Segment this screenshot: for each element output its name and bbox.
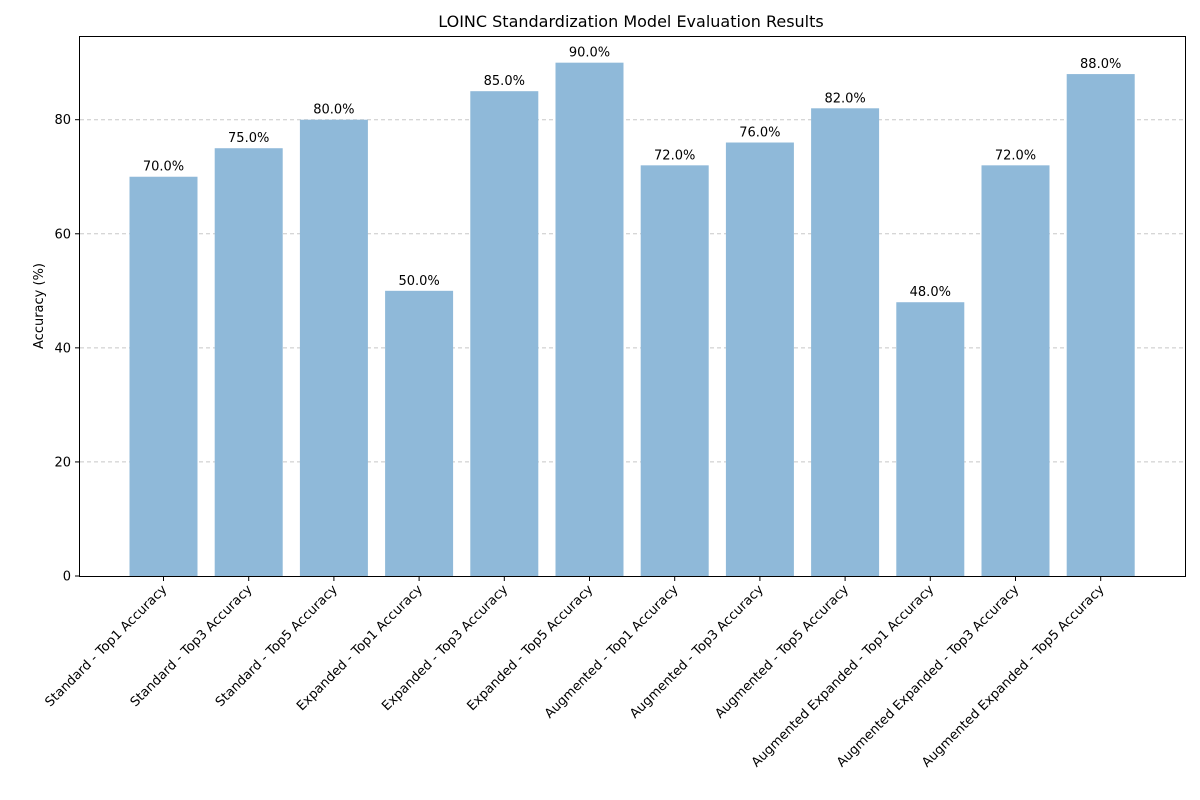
data-labels: 70.0% 75.0% 80.0% 50.0% 85.0% 90.0% 72.0% 76.0%… <box>143 46 1122 301</box>
x-tick-label: Augmented - Top1 Accuracy <box>542 582 682 722</box>
bar-value-label: 80.0% <box>313 103 354 118</box>
y-tick-label: 80 <box>54 113 71 128</box>
bar-value-label: 82.0% <box>824 91 865 106</box>
bar <box>725 142 794 576</box>
bar <box>555 62 624 576</box>
bar <box>1066 74 1135 577</box>
y-axis-label: Accuracy (%) <box>32 263 47 349</box>
bar <box>470 91 539 577</box>
bar-value-label: 70.0% <box>143 160 184 175</box>
y-axis-ticks: 0 20 40 60 80 <box>54 113 80 585</box>
chart-title: LOINC Standardization Model Evaluation R… <box>438 12 823 31</box>
bar <box>811 108 880 576</box>
bar <box>896 302 965 576</box>
bar-value-label: 48.0% <box>910 285 951 300</box>
y-tick-label: 0 <box>63 570 71 585</box>
bar <box>214 148 283 576</box>
bar-value-label: 85.0% <box>484 74 525 89</box>
y-tick-label: 60 <box>54 227 71 242</box>
bar <box>385 290 454 576</box>
x-tick-label: Augmented Expanded - Top5 Accuracy <box>919 582 1108 771</box>
y-tick-label: 40 <box>54 341 71 356</box>
bar-value-label: 72.0% <box>995 148 1036 163</box>
bar <box>640 165 709 577</box>
bar-value-label: 75.0% <box>228 131 269 146</box>
x-tick-label: Augmented - Top3 Accuracy <box>627 582 767 722</box>
plot-frame <box>79 36 1186 577</box>
x-tick-label: Augmented Expanded - Top3 Accuracy <box>834 582 1023 771</box>
bar <box>129 176 198 577</box>
bar-value-label: 72.0% <box>654 148 695 163</box>
bar-value-label: 50.0% <box>398 274 439 289</box>
bar-value-label: 88.0% <box>1080 57 1121 72</box>
x-tick-label: Augmented Expanded - Top1 Accuracy <box>749 582 938 771</box>
y-tick-label: 20 <box>54 455 71 470</box>
bar <box>299 119 368 576</box>
bar <box>981 165 1050 577</box>
bars <box>129 62 1135 577</box>
bar-value-label: 76.0% <box>739 126 780 141</box>
x-tick-label: Augmented - Top5 Accuracy <box>712 582 852 722</box>
bar-value-label: 90.0% <box>569 46 610 61</box>
